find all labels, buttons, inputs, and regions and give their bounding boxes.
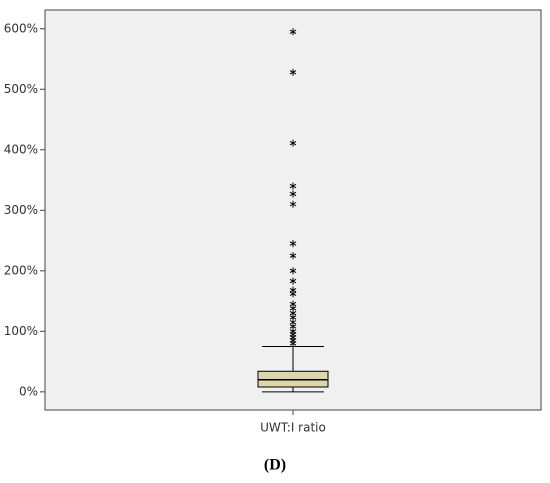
- outlier: [289, 240, 297, 248]
- x-tick-label: UWT:I ratio: [260, 421, 326, 435]
- outlier: [289, 182, 297, 190]
- outlier: [289, 28, 297, 36]
- y-tick-label: 500%: [4, 82, 38, 96]
- y-tick-label: 0%: [19, 384, 38, 398]
- outlier: [289, 290, 297, 298]
- y-tick-label: 300%: [4, 203, 38, 217]
- outlier: [289, 277, 297, 285]
- outlier: [289, 267, 297, 275]
- outlier: [289, 200, 297, 208]
- y-tick-label: 600%: [4, 21, 38, 35]
- outlier: [289, 252, 297, 260]
- outlier: [289, 190, 297, 198]
- outlier: [289, 339, 297, 347]
- outlier: [289, 139, 297, 147]
- y-tick-label: 100%: [4, 324, 38, 338]
- y-tick-label: 200%: [4, 263, 38, 277]
- y-tick-label: 400%: [4, 142, 38, 156]
- caption: (D): [264, 457, 286, 474]
- outlier: [289, 68, 297, 76]
